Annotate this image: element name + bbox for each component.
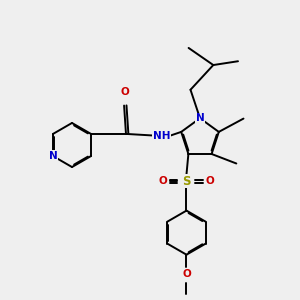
Text: N: N xyxy=(49,151,57,161)
Text: S: S xyxy=(182,175,191,188)
Text: O: O xyxy=(206,176,214,186)
Text: N: N xyxy=(196,113,204,123)
Text: O: O xyxy=(182,269,191,279)
Text: O: O xyxy=(159,176,167,186)
Text: O: O xyxy=(121,88,130,98)
Text: NH: NH xyxy=(153,131,170,141)
